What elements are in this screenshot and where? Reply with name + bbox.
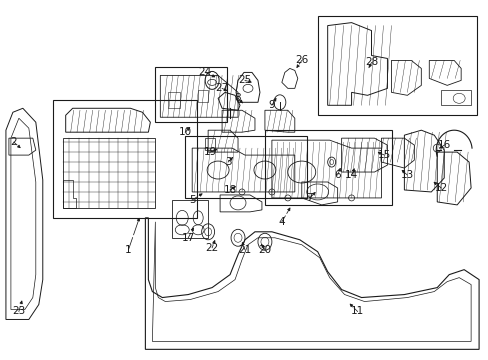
Text: 16: 16 [437,140,450,150]
Text: 11: 11 [350,306,364,316]
Text: 19: 19 [203,147,216,157]
Text: 25: 25 [238,75,251,85]
Text: 14: 14 [344,170,358,180]
Text: 8: 8 [234,93,241,103]
Text: 3: 3 [224,157,231,167]
Text: 15: 15 [377,150,390,160]
Bar [185,136,306,198]
Text: 9: 9 [268,100,275,110]
Text: 1: 1 [125,245,131,255]
Text: 13: 13 [400,170,413,180]
Text: 28: 28 [364,58,377,67]
Text: 6: 6 [334,170,340,180]
Text: 18: 18 [223,185,236,195]
Text: 4: 4 [278,217,285,227]
Text: 7: 7 [306,193,312,203]
Bar [155,67,226,122]
Text: 5: 5 [188,195,195,205]
Text: 26: 26 [295,55,308,66]
Text: 2: 2 [11,137,17,147]
Text: 23: 23 [12,306,25,316]
Text: 22: 22 [205,243,218,253]
Bar [53,100,197,218]
Text: 27: 27 [215,84,228,93]
Text: 20: 20 [258,245,271,255]
Text: 17: 17 [181,233,194,243]
Text: 24: 24 [198,67,211,77]
Text: 21: 21 [238,245,251,255]
Bar [264,130,392,205]
Text: 12: 12 [434,183,447,193]
Text: 10: 10 [178,127,191,137]
Bar [317,15,476,115]
